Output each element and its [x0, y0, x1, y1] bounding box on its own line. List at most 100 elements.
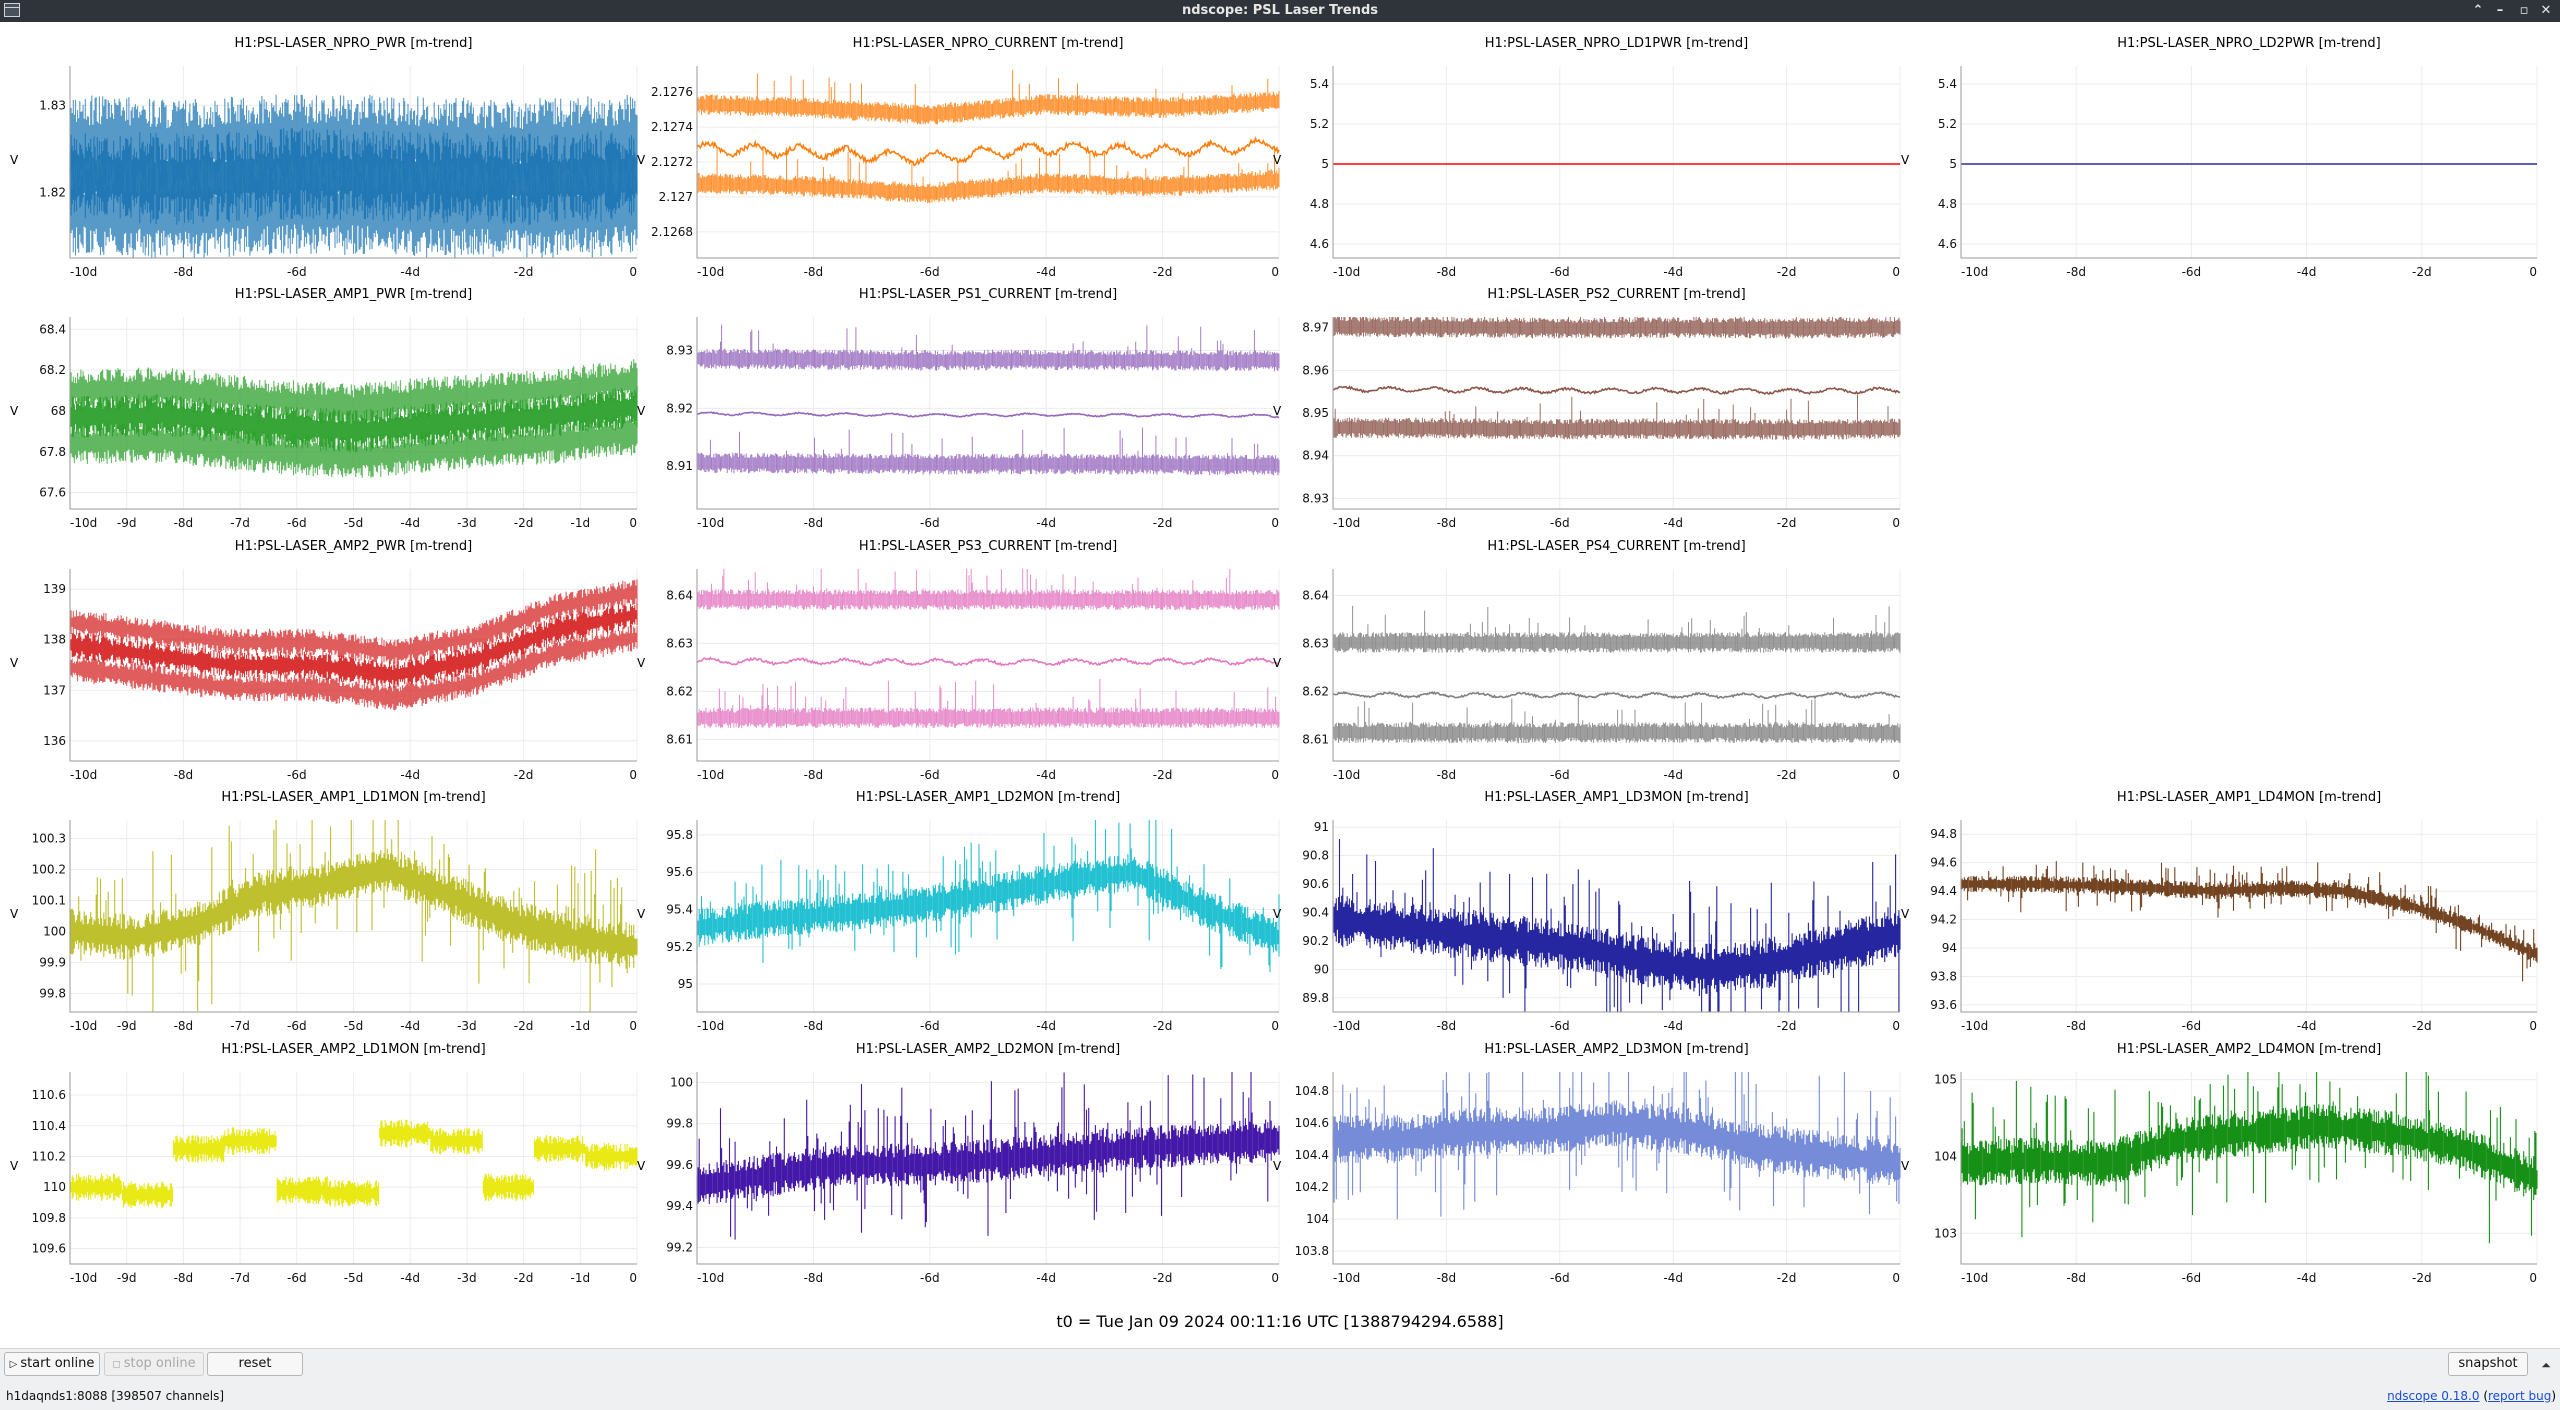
series-band: [1332, 394, 1901, 440]
plot-amp1_ld2mon[interactable]: H1:PSL-LASER_AMP1_LD2MON [m-trend] V -10d -…: [627, 784, 1284, 1038]
plot-canvas[interactable]: -10d -8d -6d -4d -2d 0 139 138 137 136: [0, 533, 642, 787]
plot-canvas[interactable]: -10d -8d -6d -4d -2d 0 94.8 94.6 94.4 94.2 94 93.8 9…: [1891, 784, 2542, 1038]
y-tick-label: 94.4: [1930, 884, 1957, 898]
reset-label: reset: [238, 1356, 272, 1371]
series-line: [696, 656, 1280, 667]
x-tick-label: -4d: [1036, 265, 1056, 279]
x-tick-label: 0: [1271, 1019, 1279, 1033]
chevron-up-icon[interactable]: ⌃: [2472, 3, 2484, 18]
axis-frame: [1332, 820, 1900, 1013]
plot-ps2_current[interactable]: H1:PSL-LASER_PS2_CURRENT [m-trend] V -10d -…: [1263, 281, 1905, 535]
window-title: ndscope: PSL Laser Trends: [1182, 3, 1378, 18]
x-tick-label: -6d: [920, 516, 940, 530]
plot-canvas[interactable]: -10d -8d -6d -4d -2d 0 5.4 5.2 5 4.8 4.6: [1263, 30, 1905, 284]
plot-title: H1:PSL-LASER_NPRO_PWR [m-trend]: [234, 36, 473, 51]
plot-amp1_pwr[interactable]: H1:PSL-LASER_AMP1_PWR [m-trend] V -10d -9d -…: [0, 281, 642, 535]
plot-amp1_ld1mon[interactable]: H1:PSL-LASER_AMP1_LD1MON [m-trend] V -10d -…: [0, 784, 642, 1038]
plot-title: H1:PSL-LASER_AMP1_LD3MON [m-trend]: [1484, 790, 1749, 805]
plot-npro_pwr[interactable]: H1:PSL-LASER_NPRO_PWR [m-trend] V -10d -8d -…: [0, 30, 642, 284]
x-tick-label: -1d: [571, 1019, 591, 1033]
y-axis-label: V: [10, 404, 19, 418]
plot-amp2_pwr[interactable]: H1:PSL-LASER_AMP2_PWR [m-trend] V -10d -8d -…: [0, 533, 642, 787]
plot-title: H1:PSL-LASER_AMP2_PWR [m-trend]: [234, 539, 473, 554]
x-tick-label: -2d: [2412, 1271, 2432, 1285]
x-tick-label: -4d: [1036, 1271, 1056, 1285]
plot-amp2_ld2mon[interactable]: H1:PSL-LASER_AMP2_LD2MON [m-trend] V -10d -…: [627, 1036, 1284, 1290]
axis-frame: [1332, 66, 1900, 259]
series-line: [696, 411, 1280, 419]
snapshot-button[interactable]: snapshot: [2448, 1352, 2528, 1376]
plot-canvas[interactable]: -10d -8d -6d -4d -2d 0 104.8 104.6 104.4 104.2 104…: [1263, 1036, 1905, 1290]
plot-canvas[interactable]: -10d -8d -6d -4d -2d 0 8.97 8.96 8.95 8.94 8.93: [1263, 281, 1905, 535]
x-tick-label: 0: [1271, 768, 1279, 782]
plot-amp1_ld3mon[interactable]: H1:PSL-LASER_AMP1_LD3MON [m-trend] V -10d -…: [1263, 784, 1905, 1038]
y-axis-label: V: [1901, 907, 1910, 921]
x-tick-label: -8d: [1437, 1271, 1457, 1285]
plot-ps1_current[interactable]: H1:PSL-LASER_PS1_CURRENT [m-trend] V -10d -…: [627, 281, 1284, 535]
y-tick-label: 138: [43, 633, 66, 647]
plot-amp2_ld4mon[interactable]: H1:PSL-LASER_AMP2_LD4MON [m-trend] V -10d -…: [1891, 1036, 2542, 1290]
y-tick-label: 100: [670, 1075, 693, 1089]
plot-canvas[interactable]: -10d -8d -6d -4d -2d 0 100 99.8 99.6 99.4 99.2: [627, 1036, 1284, 1290]
x-tick-label: 0: [629, 516, 637, 530]
x-tick-label: -10d: [1333, 516, 1360, 530]
y-axis-label: V: [1273, 656, 1282, 670]
plot-canvas[interactable]: -10d -8d -6d -4d -2d 0 1.83 1.82: [0, 30, 642, 284]
plot-npro_ld1pwr[interactable]: H1:PSL-LASER_NPRO_LD1PWR [m-trend] V -10d -…: [1263, 30, 1905, 284]
plot-canvas[interactable]: -10d -8d -6d -4d -2d 0 95.8 95.6 95.4 95.2 95: [627, 784, 1284, 1038]
y-tick-label: 68: [51, 404, 66, 418]
start-online-button[interactable]: ▷ start online: [4, 1352, 100, 1376]
x-tick-label: -2d: [1777, 1019, 1797, 1033]
x-tick-label: -8d: [174, 768, 194, 782]
plot-ps3_current[interactable]: H1:PSL-LASER_PS3_CURRENT [m-trend] V -10d -…: [627, 533, 1284, 787]
plot-amp2_ld1mon[interactable]: H1:PSL-LASER_AMP2_LD1MON [m-trend] V -10d -…: [0, 1036, 642, 1290]
x-tick-label: -8d: [1437, 516, 1457, 530]
y-axis-label: V: [1273, 907, 1282, 921]
reset-button[interactable]: reset: [207, 1352, 303, 1376]
plot-ps4_current[interactable]: H1:PSL-LASER_PS4_CURRENT [m-trend] V -10d -…: [1263, 533, 1905, 787]
series-line: [1332, 691, 1901, 700]
plot-canvas[interactable]: -10d -9d -8d -7d -6d -5d -4d -3d -2d -1d 0 110.6 110…: [0, 1036, 642, 1290]
plot-canvas[interactable]: -10d -8d -6d -4d -2d 0 8.64 8.63 8.62 8.61: [1263, 533, 1905, 787]
plot-canvas[interactable]: -10d -9d -8d -7d -6d -5d -4d -3d -2d -1d 0 100.3 100…: [0, 784, 642, 1038]
plot-canvas[interactable]: -10d -8d -6d -4d -2d 0 105 104 103: [1891, 1036, 2542, 1290]
snapshot-label: snapshot: [2458, 1356, 2518, 1371]
x-tick-label: -6d: [1550, 1019, 1570, 1033]
plot-canvas[interactable]: -10d -8d -6d -4d -2d 0 8.64 8.63 8.62 8.61: [627, 533, 1284, 787]
x-tick-label: -4d: [1036, 768, 1056, 782]
y-tick-label: 89.8: [1302, 991, 1329, 1005]
report-bug-link[interactable]: report bug: [2488, 1389, 2552, 1403]
collapse-panel-icon[interactable]: ⏶: [2541, 1358, 2551, 1372]
plot-canvas[interactable]: -10d -8d -6d -4d -2d 0 91 90.8 90.6 90.4 90.2 90 89.…: [1263, 784, 1905, 1038]
stop-online-button[interactable]: ◻ stop online: [104, 1352, 204, 1376]
plot-npro_current[interactable]: H1:PSL-LASER_NPRO_CURRENT [m-trend] V -10d…: [627, 30, 1284, 284]
plot-title: H1:PSL-LASER_NPRO_LD1PWR [m-trend]: [1484, 36, 1749, 51]
x-tick-label: -1d: [571, 1271, 591, 1285]
x-tick-label: -2d: [514, 265, 534, 279]
series-band: [696, 69, 1280, 125]
maximize-icon[interactable]: ▫: [2519, 3, 2529, 18]
report-suffix: ): [2551, 1389, 2556, 1403]
plot-amp2_ld3mon[interactable]: H1:PSL-LASER_AMP2_LD3MON [m-trend] V -10d -…: [1263, 1036, 1905, 1290]
close-icon[interactable]: ✕: [2540, 3, 2552, 18]
x-tick-label: -10d: [697, 1019, 724, 1033]
x-tick-label: -2d: [1153, 768, 1173, 782]
axis-frame: [696, 1072, 1279, 1265]
x-tick-label: -10d: [70, 516, 97, 530]
minimize-icon[interactable]: –: [2496, 3, 2504, 18]
plot-amp1_ld4mon[interactable]: H1:PSL-LASER_AMP1_LD4MON [m-trend] V -10d -…: [1891, 784, 2542, 1038]
plot-npro_ld2pwr[interactable]: H1:PSL-LASER_NPRO_LD2PWR [m-trend] V -10d -…: [1891, 30, 2542, 284]
plot-canvas[interactable]: -10d -8d -6d -4d -2d 0 2.1276 2.1274 2.1272 2.127…: [627, 30, 1284, 284]
plot-canvas[interactable]: -10d -8d -6d -4d -2d 0 5.4 5.2 5 4.8 4.6: [1891, 30, 2542, 284]
x-tick-label: 0: [1892, 768, 1900, 782]
version-link[interactable]: ndscope 0.18.0: [2387, 1389, 2480, 1403]
plot-canvas[interactable]: -10d -8d -6d -4d -2d 0 8.93 8.92 8.91: [627, 281, 1284, 535]
x-tick-label: -2d: [1153, 1271, 1173, 1285]
series-band: [69, 162, 638, 258]
x-tick-label: -6d: [1550, 1271, 1570, 1285]
y-tick-label: 95: [678, 977, 693, 991]
plot-canvas[interactable]: -10d -9d -8d -7d -6d -5d -4d -3d -2d -1d 0 68.4 68.2…: [0, 281, 642, 535]
y-tick-label: 2.1272: [651, 155, 693, 169]
y-tick-label: 8.91: [666, 459, 693, 473]
y-axis-label: V: [637, 907, 646, 921]
